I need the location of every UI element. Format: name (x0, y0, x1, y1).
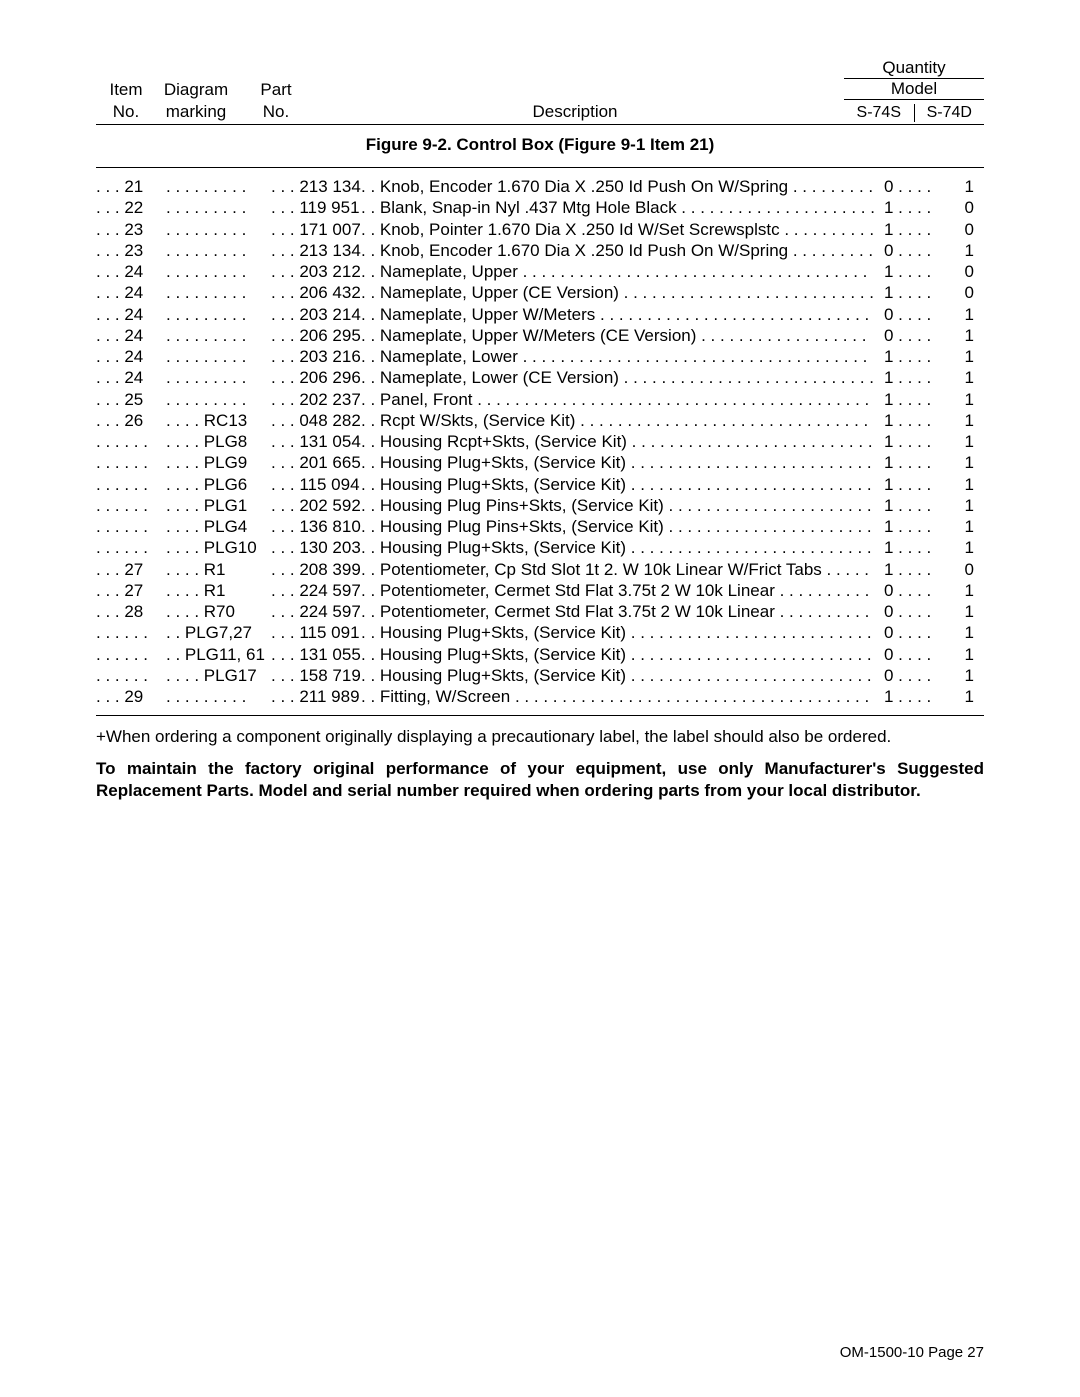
page-footer: OM-1500-10 Page 27 (840, 1344, 984, 1361)
table-row: . . . 24 . . . . . . . . . . . . 206 296… (96, 367, 984, 388)
table-row: . . . 27 . . . . R1 . . . 208 399 . . Po… (96, 559, 984, 580)
table-row: . . . . . . . . PLG7,27 . . . 115 091 . … (96, 622, 984, 643)
hdr-qty-group: Quantity Model (844, 58, 984, 102)
table-row: . . . 24 . . . . . . . . . . . . 203 214… (96, 304, 984, 325)
table-row: . . . 25 . . . . . . . . . . . . 202 237… (96, 389, 984, 410)
header-table: Item Diagram Part Quantity Model No. mar… (96, 58, 984, 125)
table-row: . . . 24 . . . . . . . . . . . . 203 212… (96, 261, 984, 282)
table-row: . . . 23 . . . . . . . . . . . . 171 007… (96, 219, 984, 240)
note-precaution: +When ordering a component originally di… (96, 716, 984, 748)
table-row: . . . . . . . . . . PLG17 . . . 158 719 … (96, 665, 984, 686)
hdr-desc-label: Description (306, 102, 844, 125)
table-row: . . . . . . . . . . PLG6 . . . 115 094 .… (96, 474, 984, 495)
table-row: . . . 29 . . . . . . . . . . . . 211 989… (96, 686, 984, 707)
hdr-part-1: Part (236, 58, 306, 102)
table-row: . . . 27 . . . . R1 . . . 224 597 . . Po… (96, 580, 984, 601)
quantity-label: Quantity (844, 58, 984, 79)
table-row: . . . . . . . . . . PLG8 . . . 131 054 .… (96, 431, 984, 452)
hdr-diagram-1: Diagram (156, 58, 236, 102)
model-col-2: S-74D (915, 104, 985, 122)
figure-title: Figure 9-2. Control Box (Figure 9-1 Item… (96, 125, 984, 168)
table-row: . . . 24 . . . . . . . . . . . . 206 295… (96, 325, 984, 346)
hdr-item-1: Item (96, 58, 156, 102)
table-row: . . . . . . . . . . PLG4 . . . 136 810 .… (96, 516, 984, 537)
hdr-part-2: No. (236, 102, 306, 125)
table-row: . . . . . . . . PLG11, 61 . . . 131 055 … (96, 644, 984, 665)
model-label: Model (844, 79, 984, 100)
table-row: . . . 24 . . . . . . . . . . . . 203 216… (96, 346, 984, 367)
table-row: . . . . . . . . . . PLG1 . . . 202 592 .… (96, 495, 984, 516)
hdr-desc-spacer (306, 58, 844, 102)
table-row: . . . 23 . . . . . . . . . . . . 213 134… (96, 240, 984, 261)
model-col-1: S-74S (844, 104, 915, 122)
table-row: . . . . . . . . . . PLG9 . . . 201 665 .… (96, 452, 984, 473)
note-replacement: To maintain the factory original perform… (96, 748, 984, 802)
table-row: . . . 21 . . . . . . . . . . . . 213 134… (96, 176, 984, 197)
table-row: . . . 22 . . . . . . . . . . . . 119 951… (96, 197, 984, 218)
hdr-item-2: No. (96, 102, 156, 125)
table-row: . . . 28 . . . . R70 . . . 224 597 . . P… (96, 601, 984, 622)
parts-list: . . . 21 . . . . . . . . . . . . 213 134… (96, 168, 984, 716)
table-row: . . . 24 . . . . . . . . . . . . 206 432… (96, 282, 984, 303)
hdr-diagram-2: marking (156, 102, 236, 125)
table-row: . . . 26 . . . . RC13 . . . 048 282 . . … (96, 410, 984, 431)
table-row: . . . . . . . . . . PLG10 . . . 130 203 … (96, 537, 984, 558)
hdr-model-cols: S-74S S-74D (844, 102, 984, 125)
